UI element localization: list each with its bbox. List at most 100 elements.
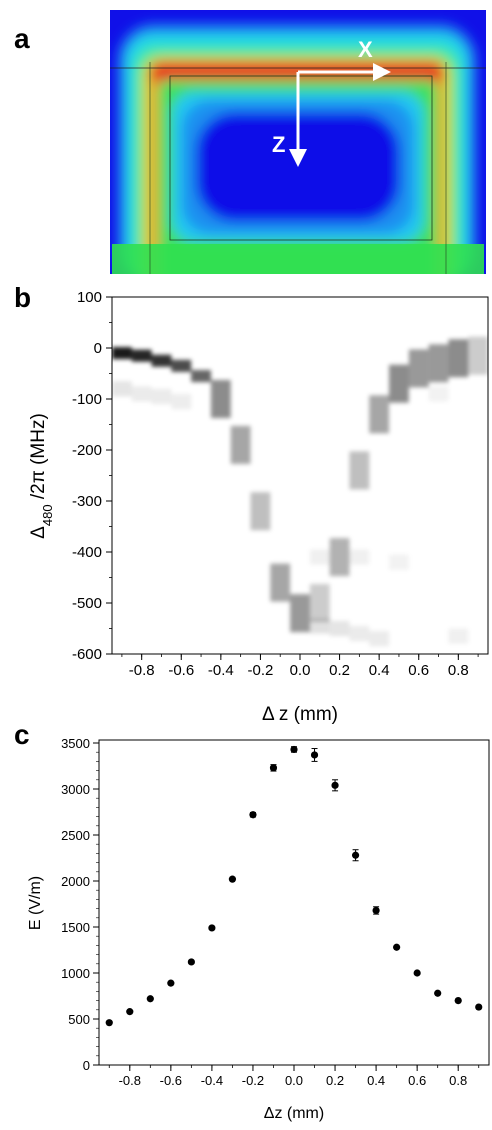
y-tick-label: -400 (72, 544, 102, 561)
spectrum-secondary-peak (171, 393, 192, 410)
spectrum-x-axis-label: Δ z (mm) (262, 704, 338, 725)
y-tick-label: 3000 (61, 782, 90, 797)
data-point (331, 781, 339, 789)
data-point (228, 875, 237, 883)
spectrum-peak (349, 451, 370, 490)
spectrum-secondary-peak (349, 626, 370, 642)
panel-label-b: b (14, 282, 31, 313)
spectrum-peak (210, 380, 231, 418)
x-tick-label: 0.8 (448, 662, 469, 679)
data-point (393, 943, 401, 951)
spectrum-secondary-peak (309, 618, 330, 634)
x-tick-label: -0.4 (201, 1073, 223, 1088)
x-tick-label: 0.0 (285, 1073, 303, 1088)
spectrum-axes: -0.8 -0.6 -0.4 -0.2 0.0 0.2 0.4 0.6 0.8 100 0 -100 -… (72, 289, 479, 679)
data-point (126, 1008, 134, 1016)
data-point (434, 989, 442, 997)
y-tick-label: 500 (68, 1012, 90, 1027)
y-tick-label: -500 (72, 595, 102, 612)
spectrum-peak (369, 395, 390, 434)
y-tick-label: 1000 (61, 966, 90, 981)
field-strength-plot-frame (98, 739, 490, 1066)
y-tick-label: 2500 (61, 828, 90, 843)
x-tick-label: -0.6 (160, 1073, 182, 1088)
panel-label-c: c (14, 719, 30, 750)
y-tick-label: 2000 (61, 874, 90, 889)
y-tick-label: 0 (83, 1058, 90, 1073)
spectrum-peak (112, 347, 132, 360)
y-tick-label: 100 (77, 289, 102, 306)
spectrum-peak (290, 594, 310, 633)
spectrum-peak (408, 349, 429, 388)
spectrum-secondary-peak (309, 549, 330, 565)
spectrum-peak (151, 354, 172, 367)
spectrum-peak (250, 492, 271, 531)
data-point (167, 979, 175, 987)
data-point (290, 745, 298, 754)
spectrum-peak (389, 364, 409, 403)
data-point (372, 906, 380, 915)
y-tick-label: 0 (94, 340, 102, 357)
field-strength-plot: -0.8 -0.6 -0.4 -0.2 0.0 0.2 0.4 0.6 0.8 0 500 1000 1… (27, 736, 490, 1122)
data-point (475, 1003, 483, 1011)
x-tick-label: -0.8 (129, 662, 155, 679)
x-tick-label: -0.4 (208, 662, 234, 679)
spectrum-peak (468, 336, 488, 375)
x-tick-label: 0.0 (290, 662, 311, 679)
data-point (269, 764, 278, 772)
spectrum-secondary-peak (389, 554, 409, 570)
spectrum-secondary-peak (349, 549, 370, 565)
field-strength-axes: -0.8 -0.6 -0.4 -0.2 0.0 0.2 0.4 0.6 0.8 0 500 1000 1… (61, 736, 480, 1088)
x-tick-label: 0.6 (408, 1073, 426, 1088)
y-tick-label: 1500 (61, 920, 90, 935)
field-map (110, 10, 486, 274)
spectrum-secondary-peak (448, 628, 469, 644)
spectrum-peak (329, 538, 350, 577)
spectrum-marks (112, 336, 488, 647)
spectrum-secondary-peak (329, 620, 350, 637)
spectrum-secondary-peak (428, 386, 449, 402)
x-tick-label: 0.8 (449, 1073, 467, 1088)
y-tick-label: -600 (72, 646, 102, 663)
data-point (413, 969, 421, 977)
spectrum-secondary-peak (131, 386, 152, 402)
data-point (310, 751, 319, 759)
spectrum-peak (131, 349, 152, 362)
z-arrow-label: Z (272, 132, 285, 157)
x-tick-label: -0.2 (247, 662, 273, 679)
spectrum-peak (448, 339, 469, 378)
x-tick-label: -0.8 (119, 1073, 141, 1088)
x-arrow-label: X (358, 37, 373, 62)
x-tick-label: -0.6 (168, 662, 194, 679)
spectrum-peak (270, 563, 291, 602)
y-tick-label: -300 (72, 493, 102, 510)
spectrum-peak (191, 370, 211, 383)
data-point (454, 997, 462, 1005)
spectrum-y-axis-label: Δ480 /2π (MHz) (28, 413, 55, 539)
axis-arrows: X Z (272, 37, 391, 167)
field-map-inner-box (169, 75, 433, 241)
field-strength-x-axis-label: Δz (mm) (264, 1105, 324, 1122)
data-point (146, 995, 154, 1003)
data-point (187, 958, 195, 966)
spectrum-peak (171, 359, 192, 372)
field-strength-y-axis-label: E (V/m) (27, 876, 44, 930)
spectrum-peak (230, 425, 251, 464)
spectrum-secondary-peak (112, 381, 132, 397)
data-point (351, 851, 360, 859)
data-point (105, 1019, 113, 1027)
data-point (208, 924, 216, 932)
data-point (249, 811, 257, 819)
x-tick-label: 0.2 (326, 1073, 344, 1088)
field-map-bottom-band (112, 244, 484, 274)
x-tick-label: -0.2 (242, 1073, 264, 1088)
spectrum-plot: -0.8 -0.6 -0.4 -0.2 0.0 0.2 0.4 0.6 0.8 100 0 -100 -… (28, 289, 489, 725)
x-tick-label: 0.4 (369, 662, 390, 679)
spectrum-secondary-peak (369, 631, 390, 647)
x-tick-label: 0.2 (329, 662, 350, 679)
x-tick-label: 0.4 (367, 1073, 385, 1088)
field-strength-marks (105, 745, 483, 1027)
spectrum-secondary-peak (151, 388, 172, 405)
y-tick-label: -200 (72, 442, 102, 459)
